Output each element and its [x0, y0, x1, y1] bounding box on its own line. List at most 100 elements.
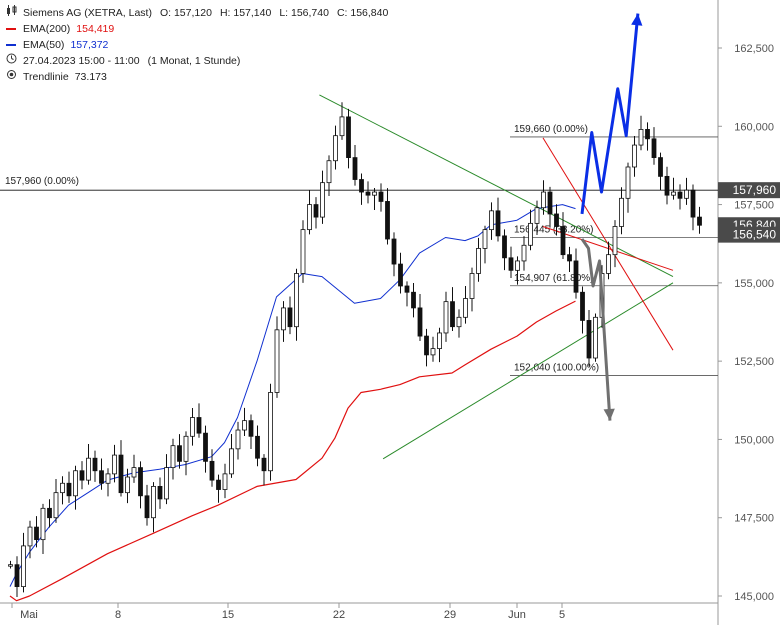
- candle: [339, 102, 345, 140]
- candle-body: [677, 191, 683, 199]
- price-tag-label: 157,960: [733, 183, 777, 197]
- candle-body: [573, 260, 579, 293]
- candle-body: [534, 207, 540, 224]
- candle-body: [294, 273, 299, 328]
- candle: [242, 407, 247, 437]
- candle: [27, 520, 33, 559]
- candle: [677, 184, 683, 210]
- x-tick-label: 15: [222, 609, 234, 621]
- x-tick-label: Mai: [20, 609, 38, 621]
- candle: [177, 434, 182, 469]
- legend-close: C: 156,840: [336, 7, 389, 19]
- candle-body: [281, 307, 286, 331]
- candle: [131, 454, 137, 483]
- candle: [79, 461, 85, 490]
- candle-body: [638, 129, 644, 146]
- candle-body: [164, 467, 169, 500]
- candle: [580, 286, 585, 334]
- candle-body: [430, 348, 436, 356]
- candle-body: [417, 307, 423, 337]
- candle-body: [404, 285, 410, 293]
- candle: [528, 209, 533, 251]
- candle: [99, 458, 104, 490]
- candle: [86, 443, 91, 485]
- candle: [216, 474, 221, 503]
- ema50-label: EMA(50): [23, 39, 65, 51]
- candle: [567, 246, 572, 272]
- candle-body: [586, 320, 592, 359]
- y-tick-label: 160,000: [734, 121, 774, 133]
- candle-body: [151, 485, 156, 519]
- candle: [586, 310, 592, 367]
- candle-body: [235, 429, 241, 450]
- candle: [307, 190, 312, 235]
- candle: [476, 237, 481, 282]
- candle-body: [547, 191, 553, 215]
- candle-body: [632, 144, 637, 168]
- candle-body: [697, 216, 702, 226]
- ema200-label: EMA(200): [23, 23, 71, 35]
- candle-body: [352, 157, 358, 180]
- candle-body: [684, 189, 689, 199]
- candle-body: [287, 307, 293, 328]
- candle: [365, 181, 371, 204]
- candle-body: [489, 210, 494, 231]
- candle-body: [138, 467, 143, 497]
- candle-body: [456, 316, 462, 328]
- y-tick-label: 150,000: [734, 434, 774, 446]
- candle: [47, 499, 52, 528]
- candle: [664, 166, 670, 205]
- candle: [235, 421, 241, 460]
- candle-body: [229, 448, 234, 475]
- candle: [638, 115, 644, 151]
- candle-body: [391, 238, 397, 265]
- candle-body: [385, 201, 390, 240]
- candle: [21, 532, 26, 593]
- legend-symbol-row: Siemens AG (XETRA, Last) O: 157,120 H: 1…: [6, 5, 388, 21]
- candle: [190, 407, 195, 446]
- candle: [554, 204, 559, 236]
- y-tick-label: 157,500: [734, 200, 774, 212]
- candle: [8, 560, 13, 569]
- candle-body: [34, 526, 39, 541]
- candle-body: [112, 454, 117, 475]
- candle-body: [359, 179, 364, 193]
- candle-body: [125, 476, 130, 494]
- candle: [326, 155, 332, 197]
- candle-body: [105, 473, 111, 484]
- candle-body: [203, 432, 208, 462]
- ema200-line: [9, 300, 576, 602]
- candle-body: [313, 204, 319, 218]
- candle-body: [131, 467, 137, 478]
- candle-body: [378, 191, 384, 202]
- candle-body: [508, 257, 514, 271]
- x-tick-label: 29: [444, 609, 456, 621]
- candle: [157, 477, 163, 509]
- candle-body: [268, 392, 273, 472]
- candle-body: [60, 482, 65, 494]
- x-tick-label: Jun: [508, 609, 526, 621]
- candle: [482, 225, 488, 264]
- chart-legend: Siemens AG (XETRA, Last) O: 157,120 H: 1…: [6, 5, 388, 85]
- triangle-trendline: [382, 282, 674, 460]
- candle: [209, 449, 215, 487]
- candle-body: [580, 291, 585, 321]
- candle: [14, 556, 20, 598]
- candle: [92, 450, 98, 482]
- candle-body: [99, 470, 104, 484]
- candles: [8, 102, 702, 598]
- bullish-forecast-arrow: [580, 13, 640, 215]
- candle-body: [411, 291, 416, 309]
- candle: [164, 454, 169, 505]
- candle: [690, 184, 696, 231]
- candle-body: [320, 182, 325, 218]
- candle: [352, 144, 358, 186]
- candle: [222, 463, 228, 499]
- ema200-swatch: [6, 28, 16, 30]
- price-tag-box: [718, 226, 780, 243]
- legend-trend-row: Trendlinie 73.173: [6, 69, 388, 85]
- candle: [261, 454, 267, 486]
- candle: [437, 327, 442, 363]
- candle: [697, 206, 702, 234]
